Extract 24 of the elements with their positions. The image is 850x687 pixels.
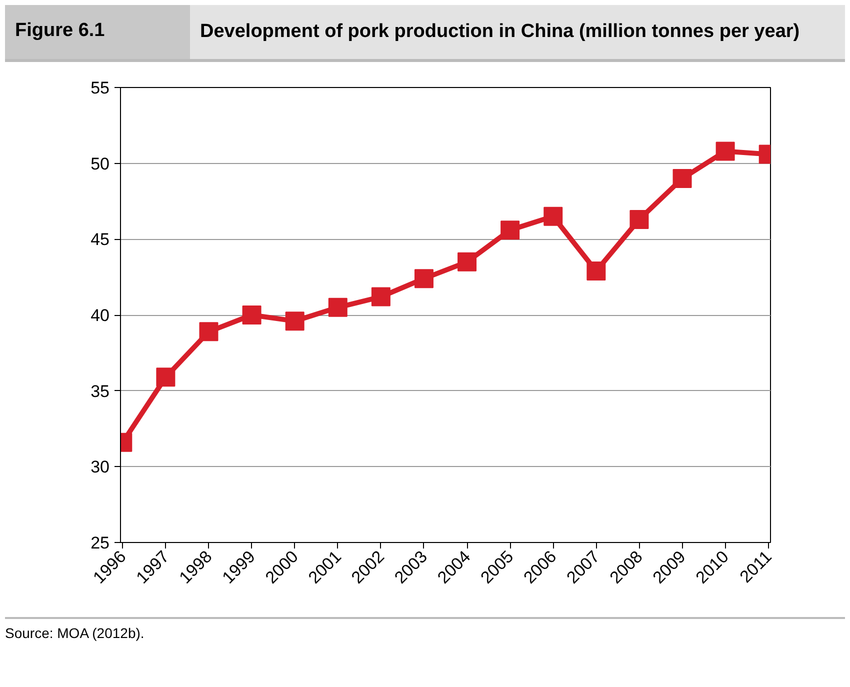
chart-title: Development of pork production in China (million tonnes per year) — [190, 5, 845, 59]
chart-subtitle: Figure 6.1 — [5, 5, 190, 59]
point — [414, 269, 434, 288]
y-tick-label: 50 — [90, 154, 110, 174]
y-tick-label: 35 — [90, 382, 110, 401]
y-tick-label: 30 — [90, 458, 110, 477]
point — [630, 210, 649, 229]
point — [199, 322, 218, 342]
point — [672, 169, 692, 188]
point — [544, 206, 563, 226]
point — [328, 298, 348, 317]
point — [156, 368, 176, 387]
source-note: Source: MOA (2012b). — [5, 624, 146, 643]
point — [242, 306, 262, 324]
point — [285, 312, 304, 331]
point — [586, 262, 606, 281]
point — [716, 142, 735, 161]
y-tick-label: 55 — [90, 78, 110, 98]
point — [500, 220, 520, 240]
point — [371, 287, 390, 306]
y-tick-label: 45 — [90, 230, 110, 250]
point — [458, 252, 477, 272]
y-tick-label: 25 — [90, 534, 110, 552]
y-tick-label: 40 — [90, 306, 110, 325]
